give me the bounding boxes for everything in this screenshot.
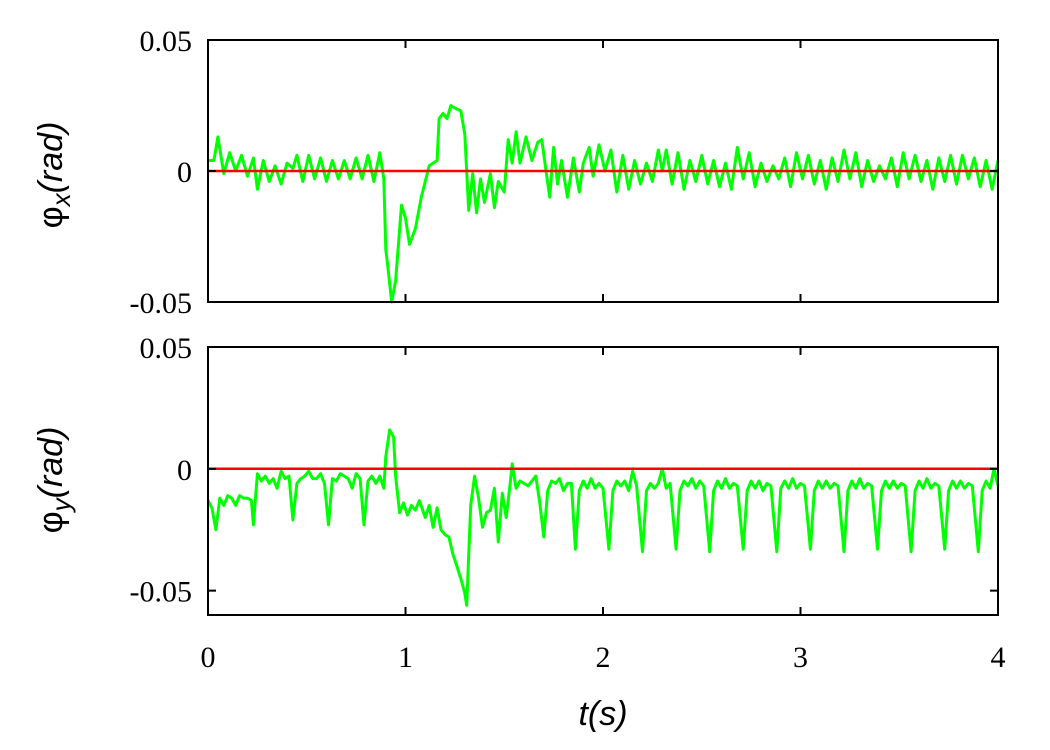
phi-x-panel: 0.05 0 -0.05 φx(rad) — [32, 25, 1000, 320]
phi-x-y-axis-label: φx(rad) — [32, 122, 76, 229]
phi-y-y-tick-label: 0.05 — [140, 332, 193, 365]
phi-x-y-tick-label: 0 — [177, 156, 192, 189]
x-axis-label: t(s) — [578, 695, 627, 733]
phi-x-y-tick-label: -0.05 — [130, 287, 193, 320]
phi-y-x-tick-label: 3 — [793, 641, 808, 674]
phi-y-series-response-line — [206, 428, 1000, 607]
phi-x-x-ticks — [207, 40, 999, 302]
phi-y-x-tick-label: 1 — [398, 641, 413, 674]
phi-y-x-ticks: 0 1 2 3 4 — [201, 347, 1006, 674]
phi-y-x-tick-label: 4 — [991, 641, 1006, 674]
phi-y-x-tick-label: 2 — [596, 641, 611, 674]
phi-x-y-ticks: 0.05 0 -0.05 — [130, 25, 998, 320]
phi-y-x-tick-label: 0 — [201, 641, 216, 674]
phi-y-y-tick-label: 0 — [177, 454, 192, 487]
phi-x-series-response-line — [208, 104, 1000, 304]
phi-y-y-ticks: 0.05 0 -0.05 — [130, 332, 998, 609]
phi-y-y-tick-label: -0.05 — [130, 576, 193, 609]
phi-y-axes-frame — [207, 346, 999, 616]
phi-y-y-axis-label: φy(rad) — [32, 427, 76, 534]
phi-x-y-tick-label: 0.05 — [140, 25, 193, 58]
